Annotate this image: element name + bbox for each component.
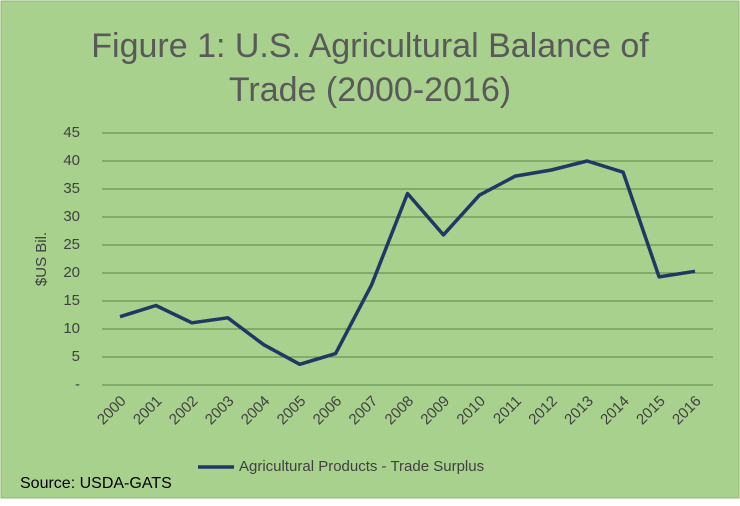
y-axis-label: $US Bil. (33, 232, 50, 286)
y-tick-label: 30 (63, 208, 80, 225)
y-tick-label: 10 (63, 320, 80, 337)
y-tick-label: 45 (63, 124, 80, 141)
chart-title: Figure 1: U.S. Agricultural Balance of (91, 27, 649, 65)
y-tick-label: 25 (63, 236, 80, 253)
chart-title: Trade (2000-2016) (229, 71, 511, 109)
legend-label: Agricultural Products - Trade Surplus (239, 458, 484, 475)
y-tick-label: - (75, 376, 80, 393)
data-line (119, 159, 696, 367)
y-tick-label: 15 (63, 292, 80, 309)
y-tick-label: 20 (63, 264, 80, 281)
y-tick-label: 40 (63, 152, 80, 169)
y-tick-label: 5 (72, 348, 80, 365)
y-tick-label: 35 (63, 180, 80, 197)
source-note: Source: USDA-GATS (20, 475, 172, 492)
